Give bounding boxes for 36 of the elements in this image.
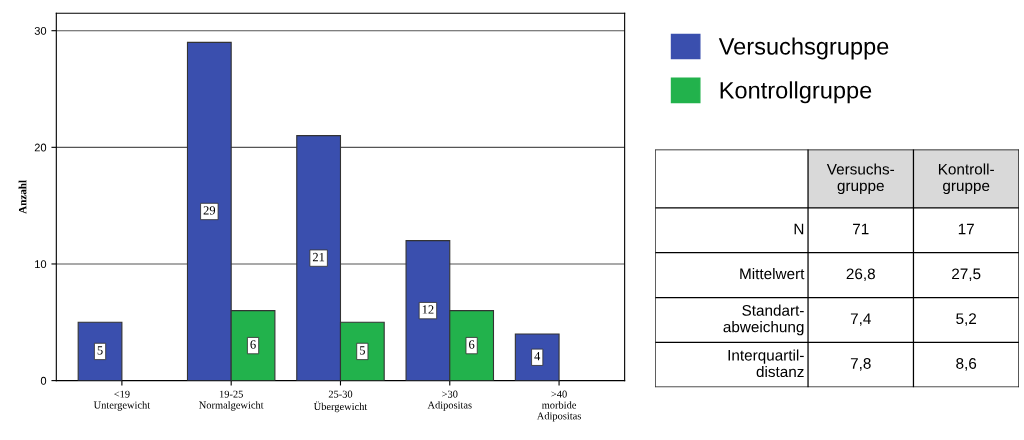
category-label: Versuchs- gruppe bbox=[826, 163, 895, 195]
y-tick-label: 30 bbox=[34, 26, 47, 35]
data-label: 5 bbox=[97, 346, 103, 355]
data-label: 6 bbox=[250, 340, 256, 349]
text: 26,8 bbox=[846, 268, 875, 282]
x-tick-label: >30 Adipositas bbox=[427, 390, 472, 411]
data-label: 29 bbox=[203, 206, 216, 215]
text: 71 bbox=[853, 223, 869, 235]
y-tick-label: 10 bbox=[35, 260, 47, 269]
x-tick-label: 19-25 Normalgewicht bbox=[199, 390, 264, 411]
text: 5,2 bbox=[956, 313, 977, 326]
legend-label: Versuchsgruppe bbox=[718, 37, 889, 60]
bar bbox=[514, 333, 560, 381]
y-tick-label: 20 bbox=[34, 143, 47, 152]
data-label: 12 bbox=[422, 305, 434, 314]
category-label: Standart- abweichung bbox=[723, 304, 804, 336]
text: 7,4 bbox=[850, 313, 871, 326]
y-axis-title: Anzahl bbox=[18, 180, 27, 214]
text: 27,5 bbox=[952, 268, 981, 282]
text: 7,8 bbox=[850, 358, 871, 371]
category-label: N bbox=[794, 223, 804, 235]
x-tick-label: >40 morbide Adipositas bbox=[536, 390, 581, 422]
category-label: Interquartil- distanz bbox=[728, 349, 804, 378]
text: 8,6 bbox=[956, 358, 977, 371]
bar bbox=[77, 321, 123, 381]
text: 17 bbox=[958, 223, 974, 235]
y-tick-label: 0 bbox=[40, 376, 47, 385]
x-tick-label: 25-30 Übergewicht bbox=[313, 390, 368, 413]
category-label: Kontroll- gruppe bbox=[938, 163, 994, 195]
data-label: 5 bbox=[359, 346, 365, 355]
legend-label: Kontrollgruppe bbox=[720, 81, 872, 104]
data-label: 6 bbox=[469, 340, 475, 349]
data-label: 21 bbox=[312, 252, 325, 262]
data-label: 4 bbox=[534, 352, 541, 361]
category-label: Mittelwert bbox=[740, 268, 805, 280]
x-tick-label: <19 Untergewicht bbox=[93, 390, 151, 411]
